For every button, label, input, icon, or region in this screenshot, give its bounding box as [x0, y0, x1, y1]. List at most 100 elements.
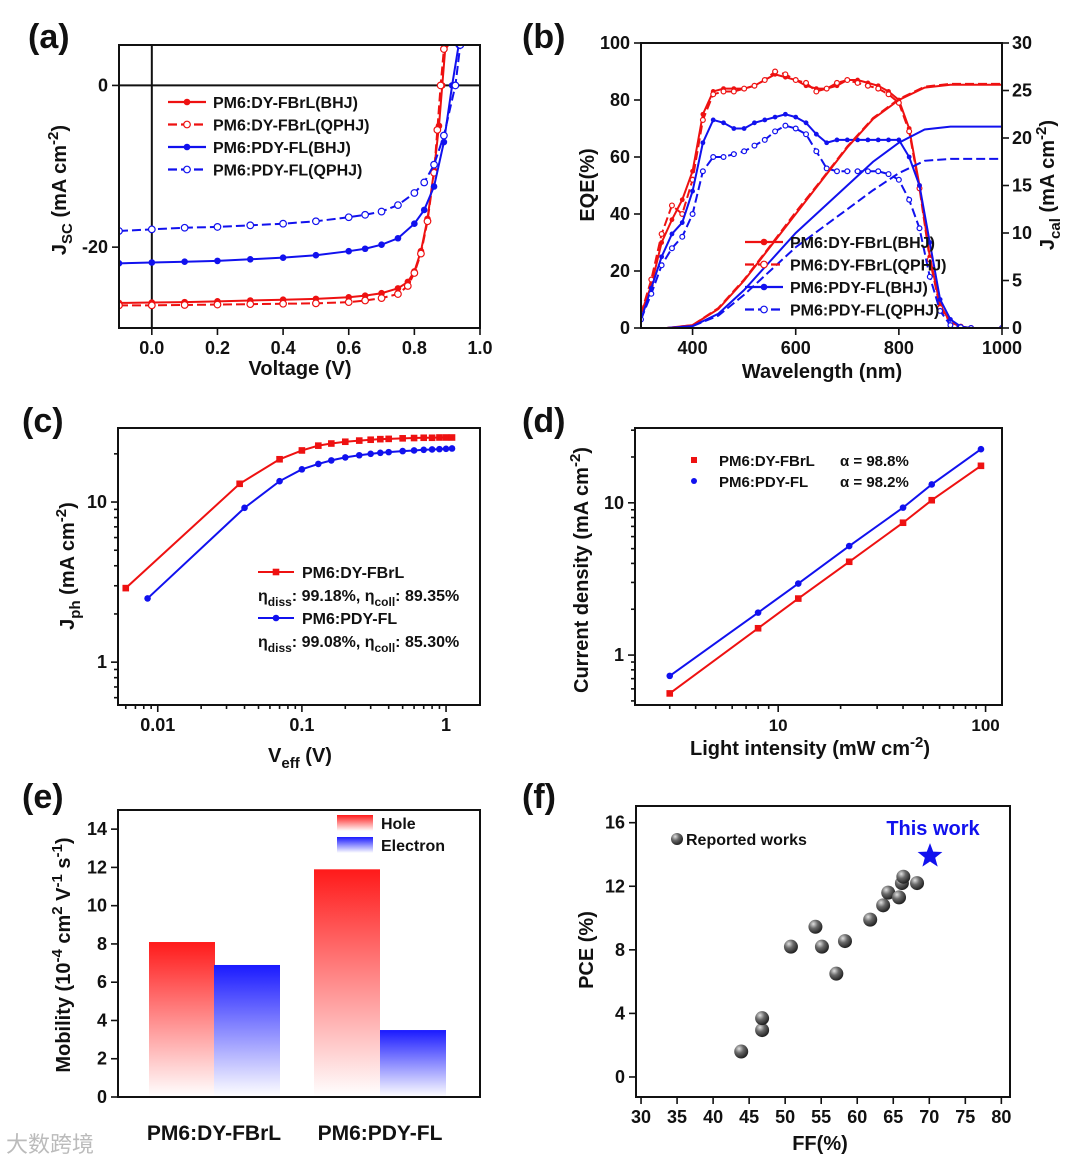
text-segment: -4	[49, 949, 66, 963]
data-point	[881, 885, 896, 900]
legend-swatch	[337, 815, 373, 831]
y-tick-label: 40	[610, 204, 630, 224]
data-point	[927, 240, 933, 245]
data-point	[875, 168, 882, 175]
text-segment: Hole	[381, 816, 416, 833]
data-point	[420, 206, 428, 214]
data-point	[844, 77, 851, 84]
y-right-axis-title: Jcal (mA cm-2)	[1033, 120, 1064, 250]
data-point	[668, 245, 675, 252]
text-segment: EQE(%)	[577, 148, 599, 221]
data-point	[666, 690, 674, 697]
data-point	[824, 140, 830, 146]
text-segment: 1	[614, 645, 624, 665]
text-segment: V	[53, 887, 75, 907]
panel-b: (b)400 600 800 1000020406080100051015202530…	[522, 18, 1064, 383]
text-segment: PM6:PDY-FL(QPHJ)	[213, 163, 362, 180]
text-segment: (a)	[28, 18, 70, 56]
data-point	[658, 262, 665, 269]
data-point	[754, 624, 762, 632]
data-point	[180, 223, 189, 232]
data-point	[875, 137, 881, 143]
text-segment: 10	[87, 492, 107, 512]
y-tick-label: 60	[610, 147, 630, 167]
data-point	[977, 445, 985, 453]
data-point	[760, 260, 768, 269]
data-point	[760, 238, 768, 246]
data-point	[148, 259, 156, 266]
y-axis-title: Jph (mA cm-2)	[53, 502, 84, 630]
text-segment: PM6:DY-FBrL(QPHJ)	[790, 258, 946, 275]
y-tick-label: 1	[614, 645, 624, 665]
data-point	[436, 434, 443, 441]
y-tick-label: 12	[87, 857, 107, 877]
axes	[112, 84, 481, 335]
text-segment: 600	[781, 338, 811, 358]
legend-label: PM6:DY-FBrL(BHJ)	[790, 235, 935, 252]
data-point	[420, 434, 428, 442]
text-segment: 80	[991, 1107, 1011, 1127]
data-point	[394, 290, 402, 298]
text-segment: 2	[97, 1049, 107, 1069]
x-tick-label: 65	[883, 1107, 903, 1127]
bar-hole	[314, 869, 380, 1097]
data-point	[690, 188, 695, 194]
x-tick-label: 1000	[982, 338, 1022, 358]
series-jcal-pm6-pdy-fl-qphj-	[641, 157, 1002, 328]
series-line	[641, 125, 1002, 328]
x-tick-label: 0.0	[139, 338, 164, 358]
text-segment: 75	[955, 1107, 975, 1127]
data-point	[183, 165, 191, 174]
legend-note: ηdiss: 99.18%, ηcoll: 89.35%	[258, 588, 459, 609]
text-segment: 40	[703, 1107, 723, 1127]
y-tick-label: 4	[615, 1003, 625, 1023]
data-point	[792, 125, 799, 132]
series-pm6-pdy-fl-qphj-	[641, 122, 1002, 328]
data-point	[377, 435, 384, 443]
panel-label: (e)	[22, 778, 64, 816]
x-tick-label: 400	[678, 338, 708, 358]
data-point	[420, 178, 429, 187]
text-segment: Wavelength (nm)	[742, 361, 902, 383]
data-point	[886, 137, 891, 143]
data-point	[312, 217, 320, 226]
panel-label: (d)	[522, 402, 565, 440]
data-point	[385, 448, 392, 456]
axes	[629, 821, 1003, 1104]
text-segment: 800	[884, 338, 914, 358]
text-segment: -2	[567, 454, 584, 467]
data-point	[298, 447, 306, 454]
text-segment: 1	[97, 652, 107, 672]
axes	[628, 429, 987, 712]
text-segment: (d)	[522, 402, 565, 440]
data-point	[876, 898, 891, 913]
data-point	[783, 939, 798, 954]
text-segment: (c)	[22, 402, 64, 440]
data-point	[854, 168, 861, 175]
series-pm6-dy-fbrl	[666, 462, 985, 697]
plot-frame	[117, 427, 481, 706]
data-point	[823, 165, 830, 172]
data-point	[659, 254, 665, 260]
data-point	[312, 251, 320, 259]
data-point	[755, 1023, 770, 1038]
data-point	[394, 234, 402, 242]
data-point	[937, 297, 943, 302]
data-point	[276, 455, 283, 463]
text-segment: 2	[49, 906, 66, 914]
text-segment: PM6:PDY-FL(BHJ)	[213, 140, 351, 157]
text-segment: (e)	[22, 778, 64, 816]
text-segment: 30	[631, 1107, 651, 1127]
text-segment: )	[49, 125, 71, 132]
y-right-tick-label: 15	[1012, 176, 1032, 196]
data-point	[430, 160, 438, 169]
series-line	[119, 45, 462, 232]
text-segment: : 85.30%	[395, 634, 459, 651]
text-segment: 70	[919, 1107, 939, 1127]
text-segment: PM6:DY-FBrL	[302, 565, 404, 582]
y-tick-label: 10	[87, 492, 107, 512]
data-point	[669, 231, 675, 237]
x-tick-label: 55	[811, 1107, 831, 1127]
text-segment: (V)	[300, 745, 332, 767]
data-point	[910, 876, 925, 891]
